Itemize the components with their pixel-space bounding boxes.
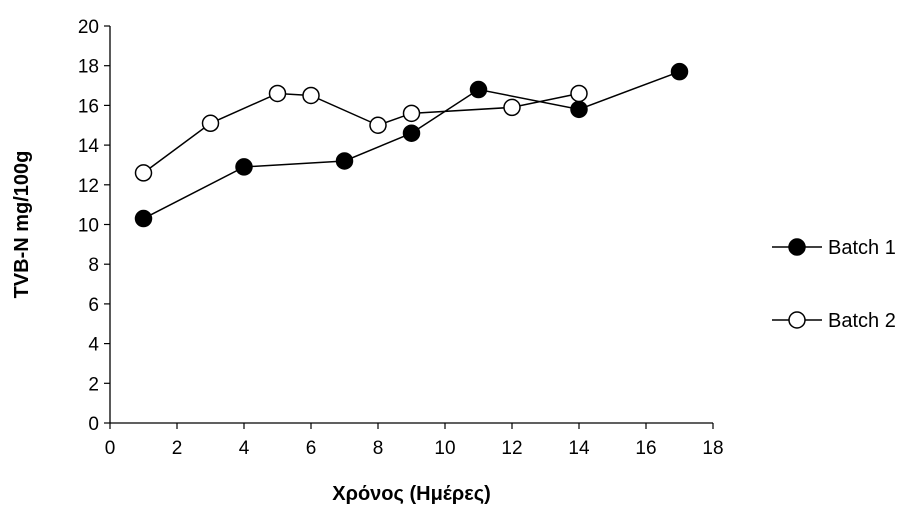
data-point	[402, 124, 421, 142]
data-point	[134, 164, 153, 182]
data-point	[670, 62, 689, 81]
x-tick-label: 4	[239, 438, 250, 459]
y-tick-label: 18	[78, 57, 99, 78]
y-tick-label: 8	[88, 255, 99, 276]
x-tick-label: 2	[172, 438, 183, 459]
data-point	[469, 80, 488, 99]
y-axis-title: TVB-N mg/100g	[11, 151, 33, 299]
legend-marker	[788, 311, 806, 329]
data-point	[570, 84, 588, 103]
y-tick-label: 10	[78, 216, 99, 237]
series-line	[143, 70, 680, 220]
legend-item: Batch 1	[772, 237, 896, 259]
x-tick-label: 18	[702, 438, 723, 459]
legend-label: Batch 2	[828, 310, 896, 332]
x-axis-title: Χρόνος (Ημέρες)	[332, 483, 491, 505]
data-point	[201, 114, 220, 133]
y-tick-label: 2	[88, 374, 99, 395]
data-point	[503, 98, 521, 117]
x-tick-label: 10	[434, 438, 455, 459]
y-tick-label: 12	[78, 176, 99, 197]
series-line	[143, 92, 580, 174]
x-tick-label: 0	[105, 438, 116, 459]
x-tick-label: 6	[306, 438, 317, 459]
data-point	[134, 209, 153, 228]
data-point	[369, 116, 387, 134]
data-point	[570, 100, 588, 119]
data-point	[335, 152, 354, 170]
y-tick-label: 20	[78, 17, 99, 38]
data-point	[268, 84, 287, 103]
axes	[109, 26, 713, 424]
series-2	[134, 84, 588, 182]
series-layer	[134, 62, 689, 228]
data-point	[235, 158, 253, 176]
x-tick-label: 16	[635, 438, 656, 459]
y-tick-label: 4	[88, 335, 99, 356]
y-tick-label: 0	[88, 414, 99, 435]
x-tick-label: 12	[501, 438, 522, 459]
ticks: 0 2 4 6 8 10 12 14 16 18 20 0 2 4 6 8 10 12 14 16 18	[78, 17, 724, 459]
series-1	[134, 62, 689, 228]
x-tick-label: 14	[568, 438, 590, 459]
y-tick-label: 16	[78, 96, 99, 117]
legend: Batch 1 Batch 2	[772, 237, 896, 332]
legend-label: Batch 1	[828, 237, 896, 259]
x-tick-label: 8	[373, 438, 384, 459]
y-tick-label: 14	[78, 136, 100, 157]
y-tick-label: 6	[88, 295, 99, 316]
legend-marker	[788, 238, 806, 256]
data-point	[302, 86, 320, 105]
legend-item: Batch 2	[772, 310, 896, 332]
data-point	[402, 104, 421, 123]
